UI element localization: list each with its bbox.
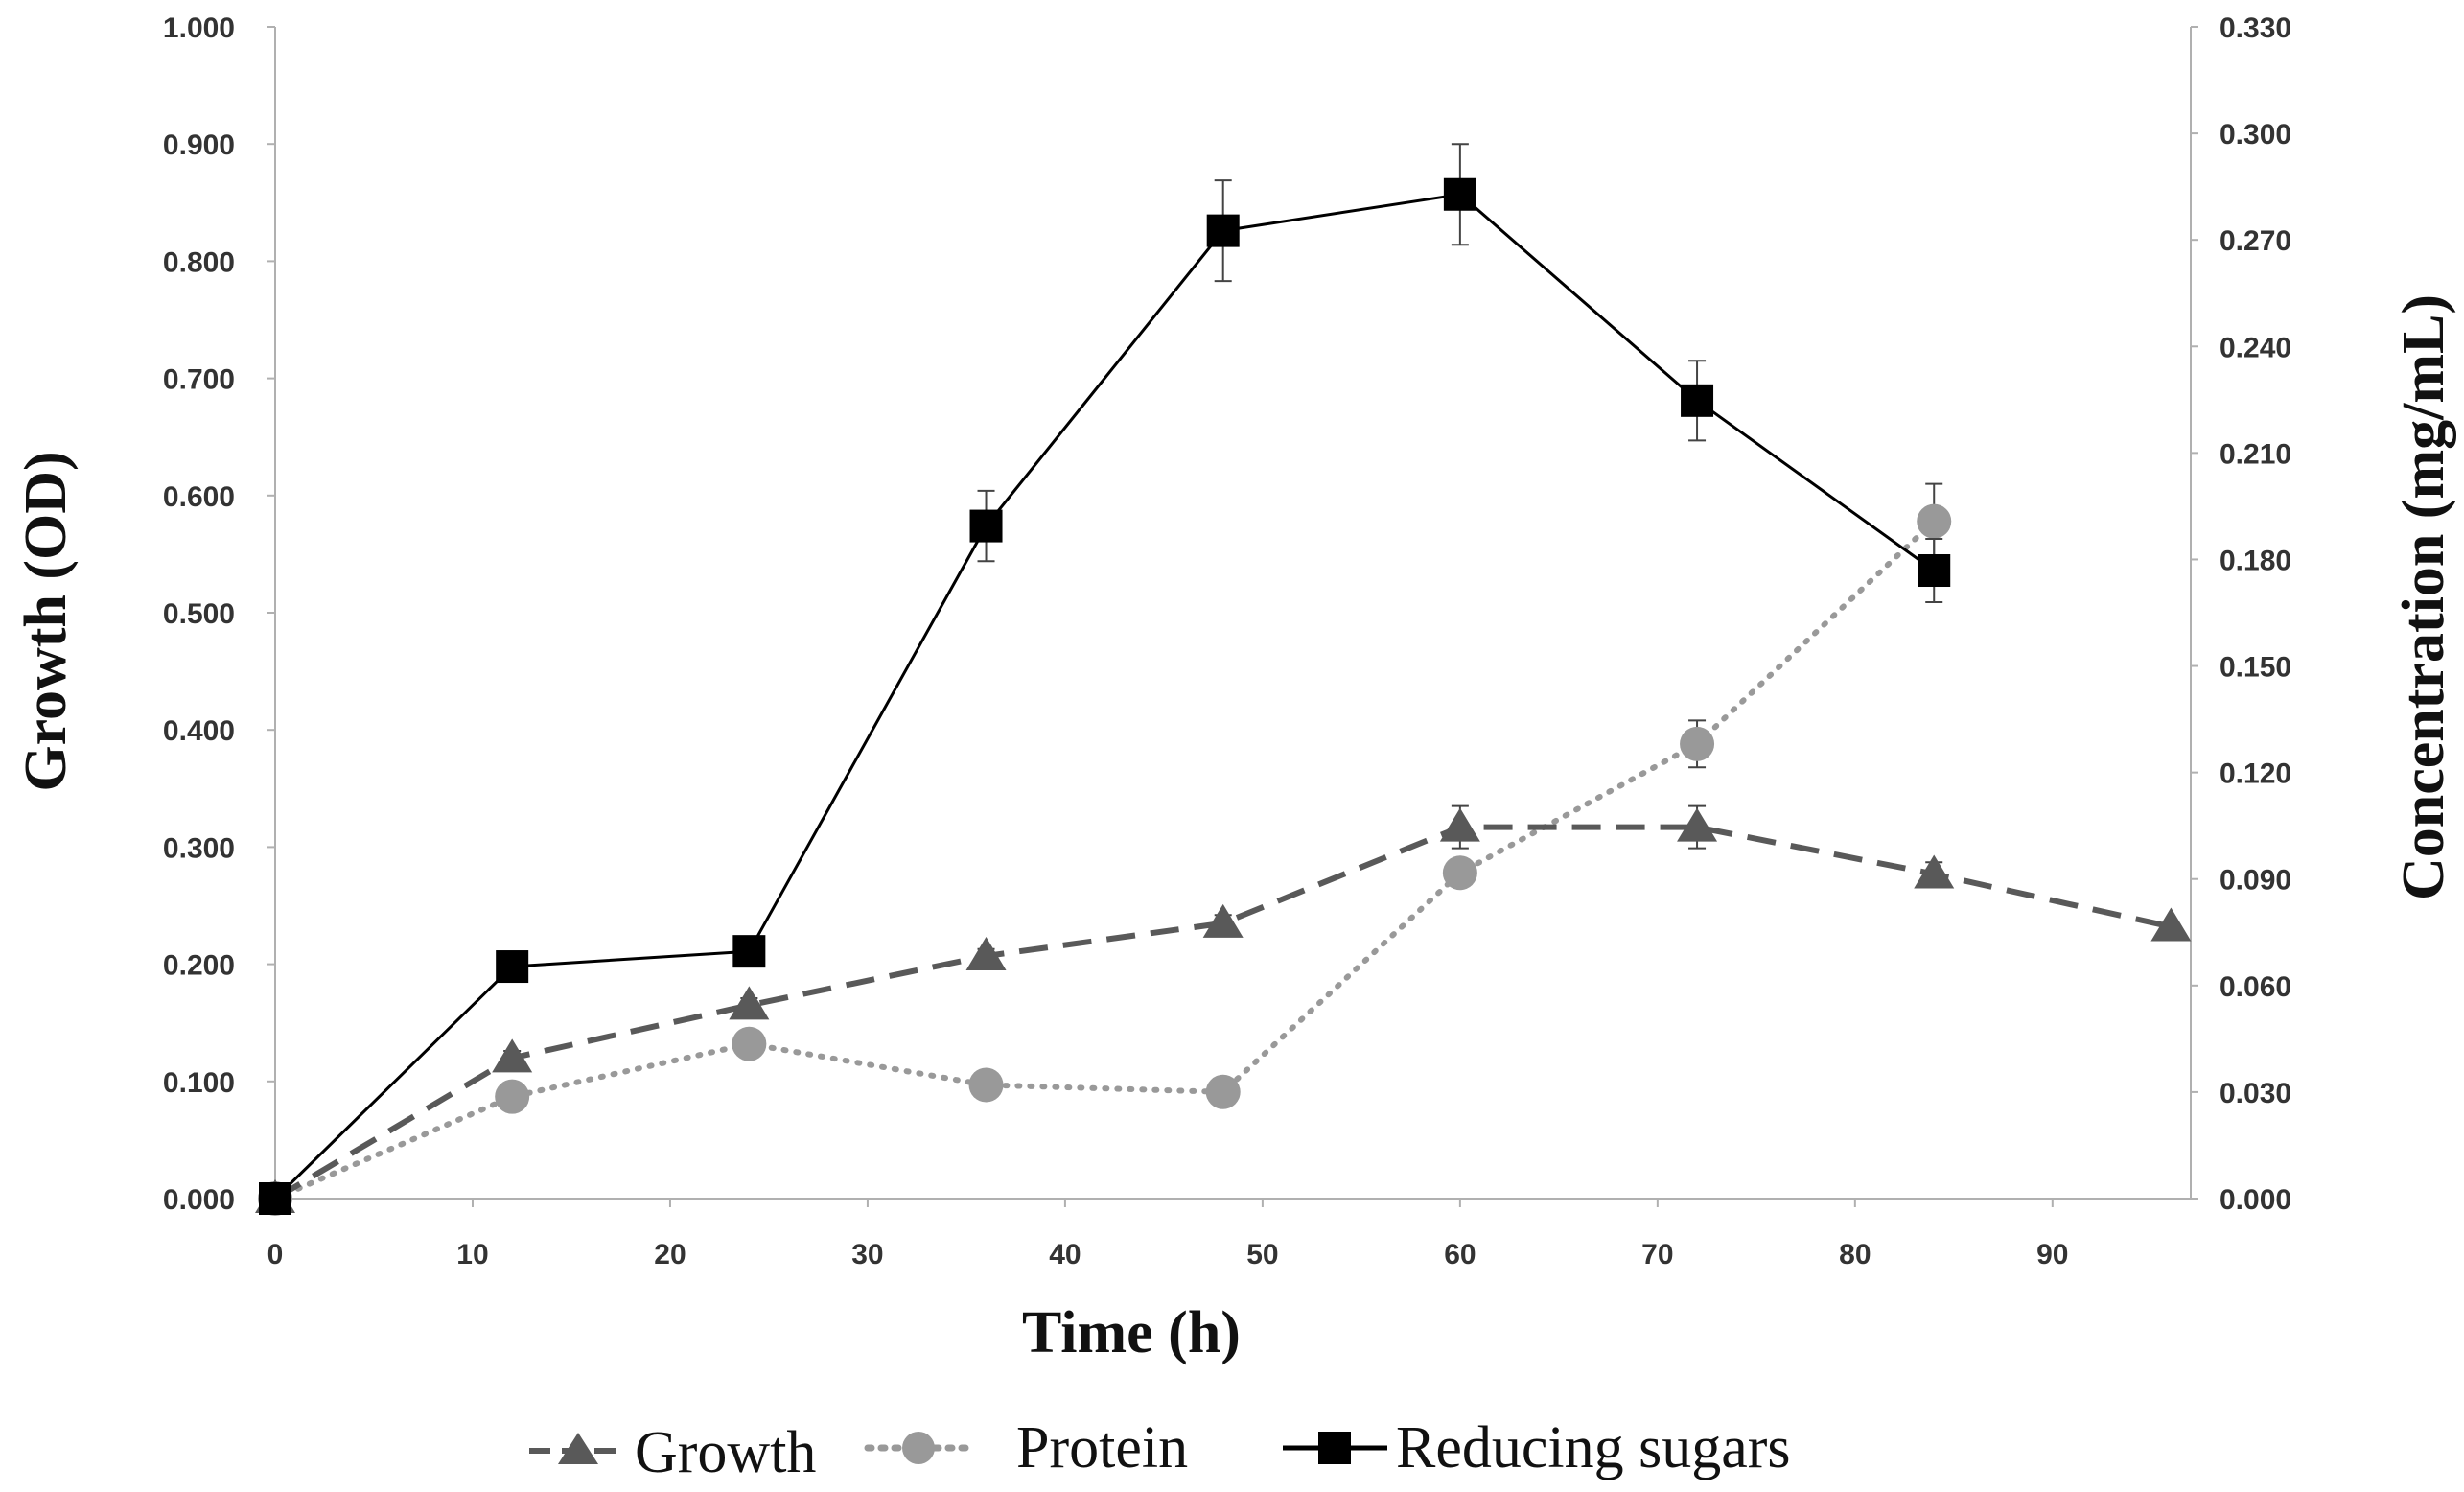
x-tick-label: 80 [1839,1239,1871,1271]
data-point-protein [968,1067,1004,1103]
y-left-tick-label: 0.800 [163,246,235,278]
y-axis-title-left: Growth (OD) [13,451,79,791]
data-point-growth [1202,903,1244,938]
series-line-reducing-sugars [273,193,1936,1201]
data-point-protein [732,1026,767,1061]
y-left-tick-label: 0.600 [163,481,235,513]
legend-growth-triangle-icon [558,1433,598,1464]
data-point-reducing-sugars [1918,554,1951,588]
axes: 0.000 0.100 0.200 0.300 0.400 0.500 0.600 0.700… [163,12,2291,1271]
data-point-protein [1917,503,1952,539]
legend: Growth Protein Reducing sugars [529,1415,1791,1485]
data-point-growth [492,1038,533,1073]
y-right-tick-label: 0.180 [2220,545,2291,576]
series-layer [255,143,2192,1216]
y-left-tick-label: 0.000 [163,1184,235,1216]
data-point-growth [2150,907,2192,942]
legend-item-reducing-sugars: Reducing sugars [1283,1415,1791,1480]
data-point-reducing-sugars [1443,177,1476,211]
y-right-tick-label: 0.330 [2220,12,2291,44]
y-left-tick-label: 0.500 [163,598,235,630]
data-point-reducing-sugars [1206,214,1240,247]
series-protein [258,482,1952,1216]
x-tick-label: 90 [2036,1239,2068,1271]
y-left-tick-label: 0.400 [163,715,235,747]
data-point-growth [965,937,1007,971]
legend-item-protein: Protein [864,1415,1188,1480]
data-point-protein [495,1079,530,1114]
data-point-growth [729,986,770,1020]
y-axis-title-right: Concentration (mg/mL) [2391,294,2456,900]
y-left-tick-label: 0.900 [163,129,235,161]
y-right-tick-label: 0.120 [2220,758,2291,790]
data-point-reducing-sugars [496,950,529,984]
y-left-tick-label: 0.200 [163,950,235,982]
x-tick-label: 70 [1641,1239,1673,1271]
legend-protein-circle-icon [902,1432,935,1464]
y-right-tick-label: 0.030 [2220,1078,2291,1109]
legend-label-protein: Protein [1016,1415,1188,1480]
series-reducing-sugars [259,143,1951,1215]
y-right-tick-label: 0.060 [2220,971,2291,1003]
legend-item-growth: Growth [529,1420,816,1485]
data-point-reducing-sugars [732,935,766,968]
y-right-tick-label: 0.150 [2220,652,2291,684]
series-line-growth [273,824,2173,1201]
data-point-reducing-sugars [1681,384,1714,417]
y-left-tick-label: 0.300 [163,832,235,864]
x-tick-label: 60 [1444,1239,1476,1271]
series-line-protein [272,518,1938,1201]
data-point-protein [1680,726,1715,761]
x-axis-title: Time (h) [1022,1300,1241,1365]
x-tick-label: 20 [654,1239,686,1271]
y-left-tick-label: 0.700 [163,364,235,396]
data-point-growth [1677,807,1718,842]
legend-label-reducing-sugars: Reducing sugars [1396,1415,1791,1480]
data-point-growth [1439,807,1480,842]
data-point-protein [1205,1074,1241,1109]
series-growth [255,804,2192,1213]
x-tick-label: 0 [267,1239,284,1271]
data-point-protein [1442,855,1477,891]
x-tick-label: 10 [456,1239,488,1271]
y-left-tick-label: 1.000 [163,12,235,44]
y-right-tick-label: 0.270 [2220,225,2291,257]
y-right-tick-label: 0.300 [2220,119,2291,151]
y-right-tick-label: 0.000 [2220,1184,2291,1216]
y-right-tick-label: 0.210 [2220,438,2291,470]
legend-label-growth: Growth [635,1420,816,1485]
y-right-tick-label: 0.090 [2220,865,2291,897]
data-point-reducing-sugars [259,1182,291,1215]
y-left-tick-label: 0.100 [163,1067,235,1099]
x-tick-label: 30 [851,1239,883,1271]
legend-reducing-sugars-square-icon [1318,1432,1351,1464]
data-point-reducing-sugars [969,509,1003,543]
data-point-growth [1914,854,1955,889]
x-tick-label: 40 [1049,1239,1081,1271]
x-tick-label: 50 [1246,1239,1278,1271]
y-right-tick-label: 0.240 [2220,332,2291,363]
